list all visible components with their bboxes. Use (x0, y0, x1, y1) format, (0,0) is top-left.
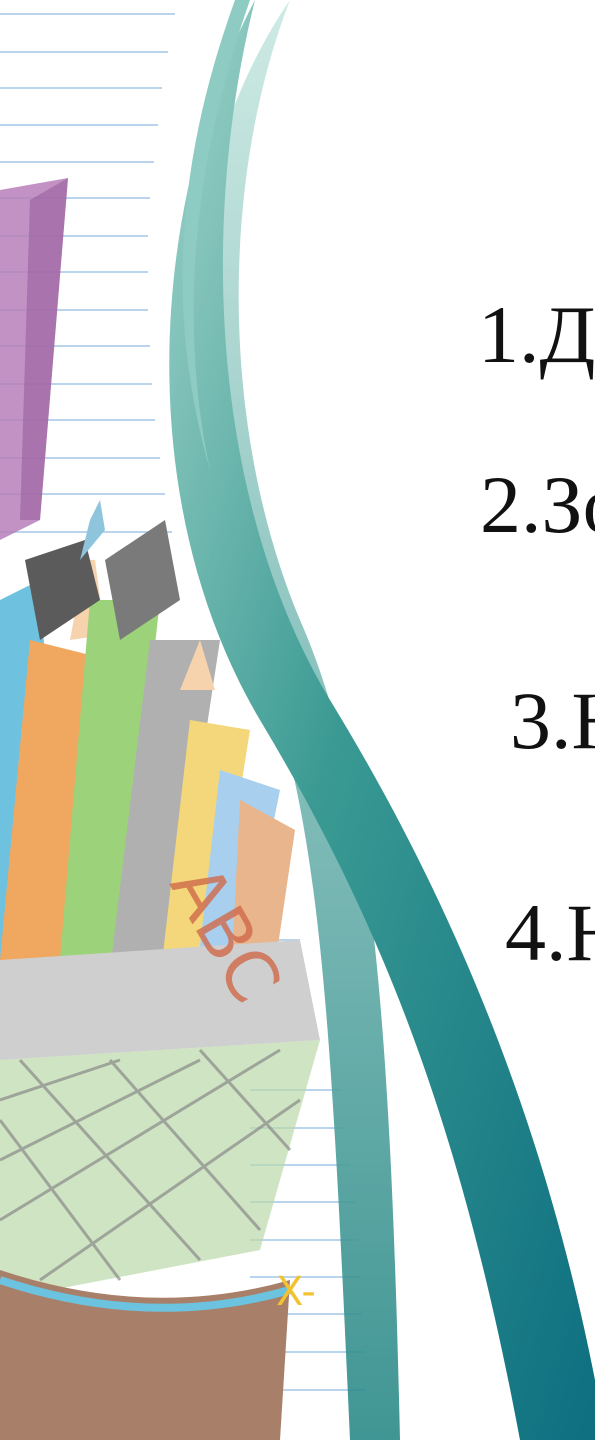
list-item: 1.Д (478, 289, 595, 380)
list-item: 3.Н (510, 675, 595, 766)
pencils (0, 500, 295, 1000)
list-item: 4.Н (505, 887, 595, 978)
list-item: 2.Зо (480, 459, 595, 550)
svg-text:X-: X- (276, 1269, 316, 1315)
pencil-holder: X- ABC (0, 851, 320, 1440)
list: 1.Д 2.Зо 3.Н 4.Н (478, 289, 595, 978)
swoosh (169, 0, 595, 1440)
ruler (0, 178, 68, 540)
